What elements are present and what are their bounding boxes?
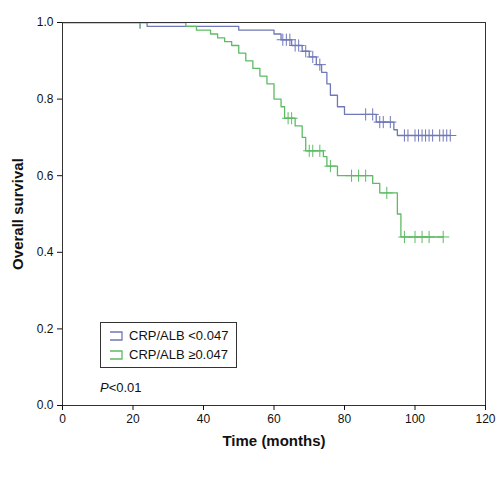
svg-text:0.8: 0.8 xyxy=(37,92,54,106)
svg-text:0.6: 0.6 xyxy=(37,169,54,183)
svg-text:60: 60 xyxy=(267,412,281,426)
svg-text:120: 120 xyxy=(475,412,495,426)
html-text:CRP/ALB ≥0.047: CRP/ALB ≥0.047 xyxy=(129,347,228,362)
svg-text:1.0: 1.0 xyxy=(37,15,54,29)
svg-text:40: 40 xyxy=(197,412,211,426)
svg-text:Time (months): Time (months) xyxy=(222,432,325,449)
svg-text:0.4: 0.4 xyxy=(37,245,54,259)
svg-text:80: 80 xyxy=(338,412,352,426)
svg-text:0.0: 0.0 xyxy=(37,398,54,412)
html-text:P <0.01: P <0.01 xyxy=(100,380,142,395)
html-text:CRP/ALB <0.047: CRP/ALB <0.047 xyxy=(129,328,229,343)
svg-text:20: 20 xyxy=(126,412,140,426)
svg-text:Overall survival: Overall survival xyxy=(9,158,26,270)
svg-text:100: 100 xyxy=(405,412,425,426)
svg-text:0: 0 xyxy=(59,412,66,426)
svg-text:0.2: 0.2 xyxy=(37,322,54,336)
